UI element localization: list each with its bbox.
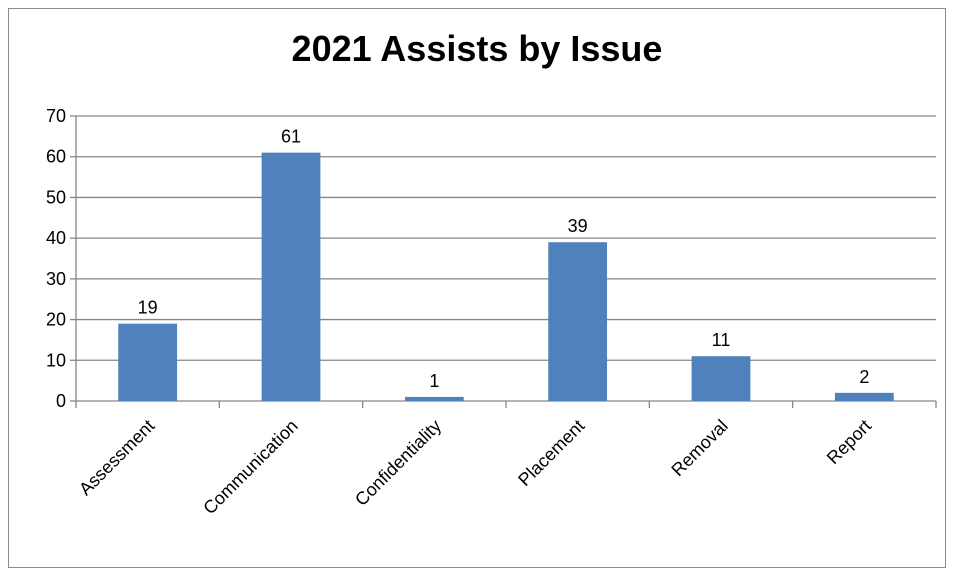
y-tick-label: 70 [46, 106, 66, 126]
data-label: 1 [429, 371, 439, 391]
y-tick-label: 50 [46, 187, 66, 207]
data-label: 39 [568, 216, 588, 236]
category-label: Confidentiality [351, 416, 445, 510]
y-tick-label: 20 [46, 310, 66, 330]
y-tick-label: 40 [46, 228, 66, 248]
chart-title: 2021 Assists by Issue [291, 28, 663, 69]
bars [118, 152, 894, 401]
data-label: 2 [859, 367, 869, 387]
data-label: 61 [281, 127, 301, 147]
y-axis: 0 10 20 30 40 50 60 70 [46, 106, 77, 411]
gridlines [76, 115, 936, 361]
y-tick-label: 30 [46, 269, 66, 289]
chart-frame [8, 8, 946, 568]
data-label: 11 [712, 330, 731, 350]
category-label: Communication [199, 416, 302, 519]
y-tick-label: 10 [46, 350, 66, 370]
x-axis [75, 400, 937, 408]
category-label: Placement [514, 416, 588, 490]
bar-confidentiality [404, 396, 464, 401]
bar-placement [548, 242, 608, 401]
category-label: Report [823, 416, 875, 468]
category-labels: Assessment Communication Confidentiality Pl… [75, 416, 875, 519]
bar-removal [691, 356, 751, 401]
category-label: Removal [667, 416, 731, 480]
y-tick-label: 60 [46, 147, 66, 167]
data-label: 19 [138, 298, 158, 318]
bar-report [834, 392, 894, 401]
category-label: Assessment [75, 416, 158, 499]
data-labels: 19 61 1 39 11 2 [138, 127, 870, 391]
y-tick-label: 0 [56, 391, 66, 411]
bar-assessment [118, 323, 178, 401]
bar-communication [261, 152, 321, 401]
